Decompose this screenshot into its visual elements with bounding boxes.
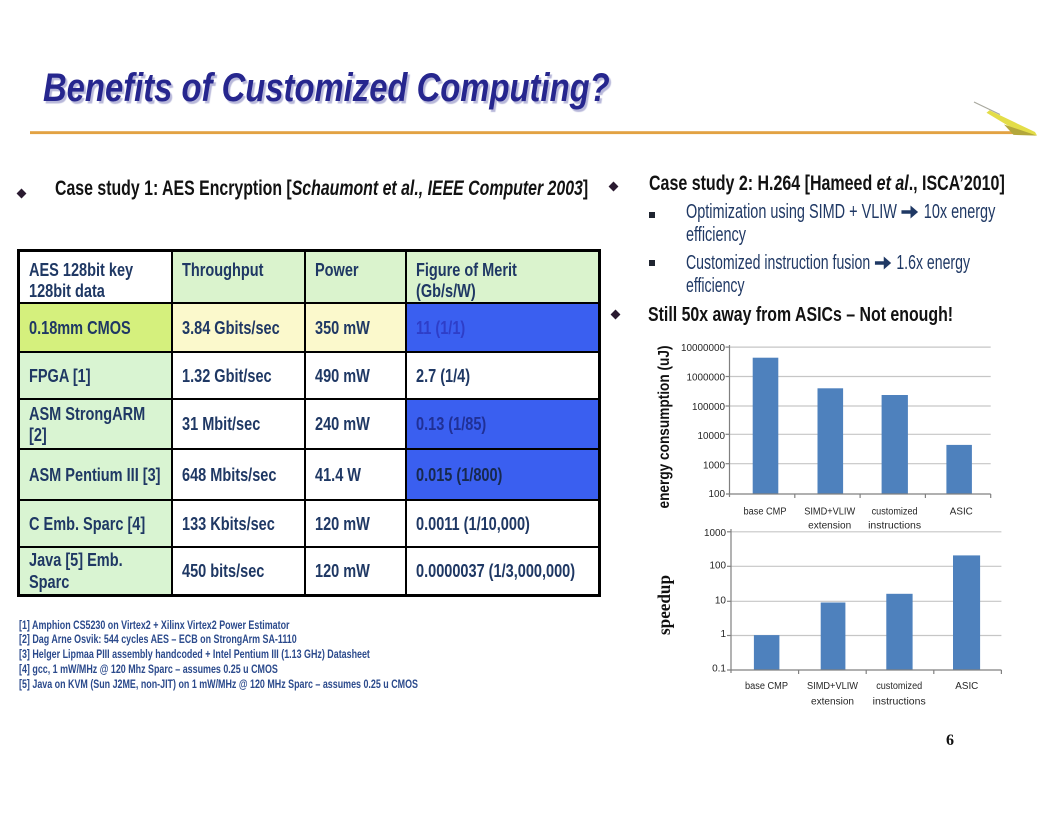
svg-text:100: 100 bbox=[709, 489, 726, 500]
svg-text:energy consumption (uJ): energy consumption (uJ) bbox=[656, 346, 673, 509]
svg-text:ASIC: ASIC bbox=[955, 681, 978, 692]
svg-text:SIMD+VLIW: SIMD+VLIW bbox=[807, 681, 859, 692]
svg-text:extension: extension bbox=[811, 697, 854, 708]
svg-text:100000: 100000 bbox=[692, 402, 725, 413]
svg-text:speedup: speedup bbox=[654, 575, 674, 635]
svg-text:1000: 1000 bbox=[703, 461, 725, 472]
svg-text:extension: extension bbox=[808, 521, 851, 532]
svg-text:10000000: 10000000 bbox=[681, 343, 725, 354]
svg-text:SIMD+VLIW: SIMD+VLIW bbox=[804, 507, 856, 518]
svg-text:customized: customized bbox=[872, 507, 918, 518]
svg-text:0.1: 0.1 bbox=[712, 664, 726, 675]
svg-text:customized: customized bbox=[876, 681, 922, 692]
svg-text:base CMP: base CMP bbox=[745, 681, 788, 692]
svg-text:ASIC: ASIC bbox=[950, 507, 973, 518]
svg-text:100: 100 bbox=[710, 561, 727, 572]
svg-text:1: 1 bbox=[720, 629, 726, 640]
svg-text:10: 10 bbox=[715, 595, 727, 606]
svg-text:base CMP: base CMP bbox=[744, 507, 787, 518]
svg-text:instructions: instructions bbox=[873, 697, 926, 708]
svg-text:instructions: instructions bbox=[868, 521, 921, 532]
svg-text:10000: 10000 bbox=[698, 431, 726, 442]
svg-text:1000: 1000 bbox=[704, 528, 726, 539]
svg-text:1000000: 1000000 bbox=[687, 372, 726, 383]
